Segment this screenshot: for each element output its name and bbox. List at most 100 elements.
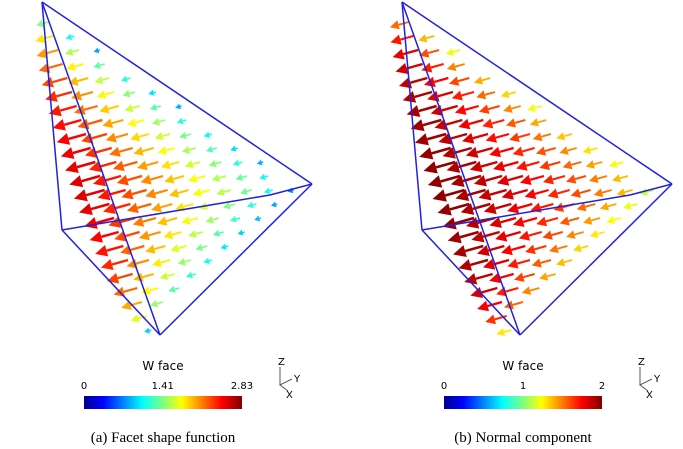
arrow-head bbox=[222, 201, 231, 210]
arrow-head bbox=[192, 188, 202, 197]
arrow-shaft bbox=[101, 77, 110, 81]
arrow-head bbox=[423, 161, 438, 174]
arrow-shaft bbox=[192, 161, 201, 166]
arrow-head bbox=[159, 272, 169, 281]
arrow-shaft bbox=[522, 216, 538, 223]
arrow-head bbox=[36, 19, 44, 28]
arrow-head bbox=[414, 133, 429, 146]
arrow-shaft bbox=[137, 202, 152, 209]
arrow-shaft bbox=[188, 147, 196, 151]
arrow-shaft bbox=[264, 175, 269, 178]
arrow-head bbox=[464, 273, 478, 285]
arrow-shaft bbox=[544, 147, 556, 152]
arrow-shaft bbox=[83, 104, 98, 111]
arrow-shaft bbox=[517, 202, 533, 210]
arrow-shaft bbox=[149, 329, 152, 332]
arrow-head bbox=[503, 104, 513, 113]
arrow-head bbox=[157, 146, 167, 155]
arrow-head bbox=[100, 258, 114, 271]
arrow-shaft bbox=[410, 76, 428, 84]
arrow-head bbox=[163, 230, 174, 240]
arrow-shaft bbox=[115, 132, 129, 139]
arrow-shaft bbox=[495, 132, 510, 139]
arrow-head bbox=[524, 188, 537, 200]
arrow-head bbox=[152, 258, 162, 267]
arrow-shaft bbox=[537, 119, 547, 124]
arrow-shaft bbox=[597, 231, 605, 235]
arrow-head bbox=[556, 258, 566, 267]
arrow-shaft bbox=[108, 188, 126, 196]
arrow-shaft bbox=[487, 105, 500, 111]
arrow-shaft bbox=[184, 259, 192, 263]
arrow-head bbox=[188, 174, 198, 183]
arrow-shaft bbox=[177, 245, 187, 250]
arrow-head bbox=[93, 175, 106, 187]
arrow-head bbox=[458, 259, 472, 271]
arrow-shaft bbox=[148, 287, 159, 292]
arrow-head bbox=[186, 271, 193, 279]
arrow-shaft bbox=[534, 105, 542, 109]
edge bbox=[41, 1, 63, 231]
arrow-shaft bbox=[63, 118, 82, 126]
edge bbox=[401, 1, 521, 336]
arrow-shaft bbox=[449, 132, 468, 140]
arrow-shaft bbox=[425, 35, 435, 40]
arrow-shaft bbox=[458, 160, 477, 169]
arrow-shaft bbox=[138, 133, 150, 138]
axis-label-z: Z bbox=[278, 357, 285, 368]
colorbar bbox=[444, 396, 602, 409]
arrow-head bbox=[133, 272, 144, 282]
arrow-head bbox=[157, 216, 168, 226]
arrow-head bbox=[448, 76, 460, 86]
axis-label-y: Y bbox=[293, 374, 301, 385]
arrow-shaft bbox=[472, 132, 489, 140]
arrow-head bbox=[95, 245, 109, 257]
arrow-shaft bbox=[107, 105, 119, 110]
arrow-head bbox=[181, 216, 191, 225]
arrow-head bbox=[64, 161, 79, 174]
arrow-head bbox=[485, 132, 498, 143]
arrow-shaft bbox=[540, 133, 552, 138]
arrow-shaft bbox=[567, 147, 577, 152]
arrow-head bbox=[203, 257, 210, 264]
arrow-head bbox=[514, 272, 525, 282]
arrow-head bbox=[576, 202, 587, 212]
arrow-head bbox=[164, 174, 175, 184]
arrow-shaft bbox=[563, 259, 573, 264]
arrow-shaft bbox=[406, 62, 423, 70]
arrow-shaft bbox=[503, 160, 519, 168]
arrow-head bbox=[570, 188, 581, 198]
arrow-shaft bbox=[574, 231, 584, 236]
arrow-shaft bbox=[585, 203, 596, 208]
arrow-head bbox=[149, 103, 158, 111]
arrow-shaft bbox=[195, 175, 206, 180]
arrow-head bbox=[489, 272, 501, 284]
arrow-shaft bbox=[106, 244, 124, 252]
arrow-head bbox=[66, 62, 76, 71]
arrow-head bbox=[501, 188, 514, 200]
arrow-head bbox=[427, 175, 443, 188]
arrow-head bbox=[73, 189, 88, 202]
edge bbox=[421, 229, 521, 336]
arrow-shaft bbox=[165, 147, 175, 152]
arrow-shaft bbox=[80, 90, 94, 97]
arrow-head bbox=[246, 201, 254, 209]
colorbar-tick-label: 2 bbox=[599, 381, 605, 392]
arrow-shaft bbox=[489, 188, 507, 196]
arrow-head bbox=[509, 132, 520, 142]
arrow-shaft bbox=[475, 272, 493, 280]
arrow-shaft bbox=[142, 216, 157, 223]
arrow-head bbox=[458, 118, 471, 130]
edge bbox=[629, 183, 673, 196]
arrow-shaft bbox=[111, 258, 129, 266]
arrow-shaft bbox=[99, 63, 105, 67]
arrow-shaft bbox=[431, 146, 452, 155]
arrow-shaft bbox=[430, 62, 444, 69]
arrow-head bbox=[454, 104, 467, 115]
arrow-head bbox=[599, 202, 609, 211]
arrow-shaft bbox=[156, 301, 164, 305]
arrow-head bbox=[211, 174, 221, 182]
arrow-head bbox=[132, 216, 145, 227]
arrow-shaft bbox=[597, 175, 608, 180]
arrow-head bbox=[108, 216, 122, 228]
